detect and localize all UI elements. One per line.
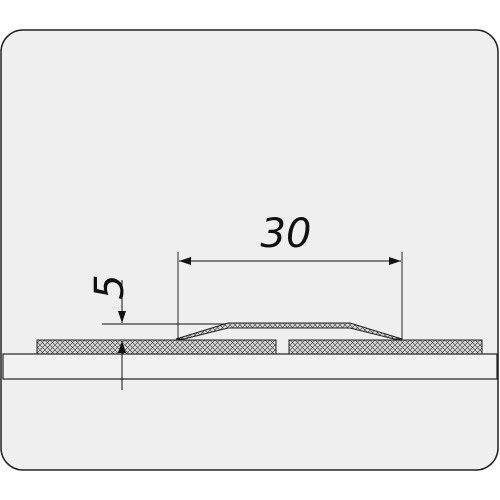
width-dimension-label: 30: [261, 211, 312, 257]
height-dimension-label: 5: [87, 274, 133, 299]
base-plate: [2, 353, 498, 380]
threshold-profile: [175, 322, 403, 340]
drawing-panel: [0, 29, 499, 471]
left-covering-strip: [36, 339, 277, 355]
right-covering-strip: [288, 339, 483, 355]
